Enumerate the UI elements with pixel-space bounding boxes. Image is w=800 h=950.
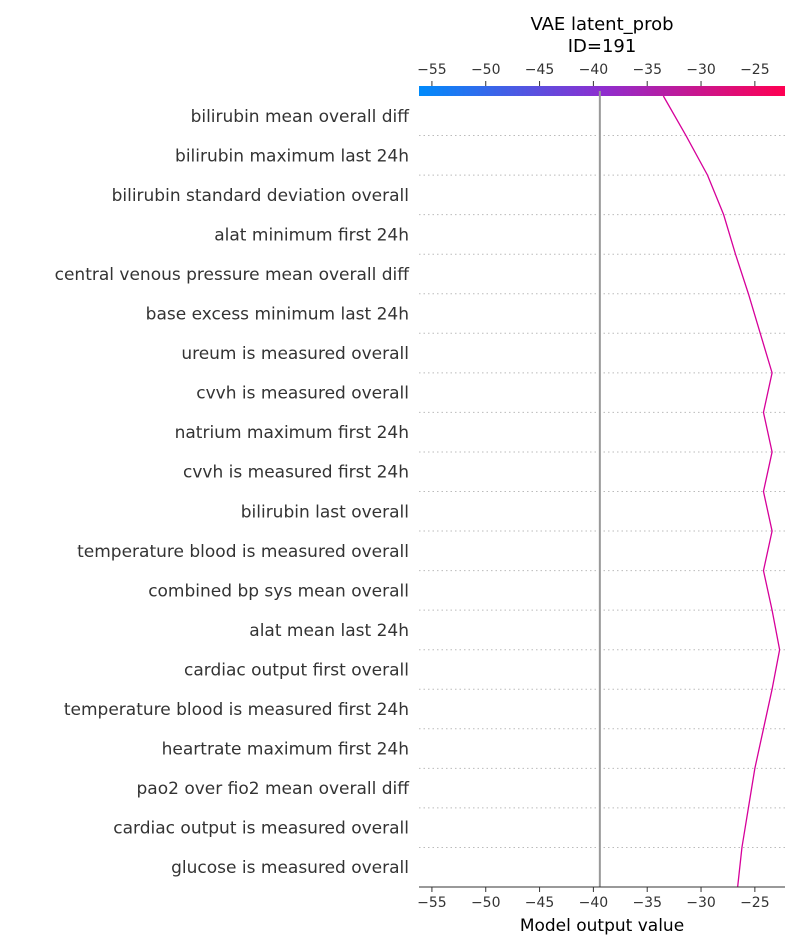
- top-tick-label: −35: [632, 62, 662, 78]
- feature-label: cardiac output first overall: [184, 660, 409, 680]
- bottom-tick-label: −45: [525, 895, 555, 911]
- colorbar: [419, 86, 785, 96]
- feature-label: cvvh is measured first 24h: [183, 463, 409, 483]
- feature-label: natrium maximum first 24h: [175, 423, 409, 443]
- top-tick-label: −45: [525, 62, 555, 78]
- chart-title: VAE latent_prob: [530, 14, 673, 35]
- bottom-tick-label: −35: [632, 895, 662, 911]
- feature-label: ureum is measured overall: [181, 344, 409, 364]
- chart-subtitle: ID=191: [568, 36, 637, 57]
- feature-label: bilirubin mean overall diff: [191, 107, 411, 127]
- top-tick-label: −55: [417, 62, 447, 78]
- bottom-tick-label: −25: [740, 895, 770, 911]
- feature-label: temperature blood is measured overall: [77, 542, 409, 562]
- bottom-axis: −55 −50 −45 −40 −35 −30 −25: [417, 887, 770, 911]
- feature-label: central venous pressure mean overall dif…: [55, 265, 411, 285]
- feature-labels: bilirubin mean overall diff bilirubin max…: [55, 107, 411, 878]
- feature-label: glucose is measured overall: [171, 858, 409, 878]
- feature-label: alat mean last 24h: [249, 621, 409, 641]
- feature-label: combined bp sys mean overall: [148, 581, 409, 601]
- bottom-tick-label: −40: [579, 895, 609, 911]
- top-tick-label: −50: [471, 62, 501, 78]
- feature-label: alat minimum first 24h: [214, 225, 409, 245]
- feature-label: base excess minimum last 24h: [146, 305, 409, 325]
- bottom-tick-label: −55: [417, 895, 447, 911]
- bottom-tick-label: −30: [686, 895, 716, 911]
- feature-gridlines: [419, 135, 785, 848]
- top-tick-label: −25: [740, 62, 770, 78]
- feature-label: cvvh is measured overall: [196, 384, 409, 404]
- feature-label: heartrate maximum first 24h: [162, 740, 409, 760]
- feature-label: bilirubin maximum last 24h: [175, 146, 409, 166]
- top-tick-label: −30: [686, 62, 716, 78]
- feature-label: bilirubin standard deviation overall: [112, 186, 409, 206]
- decision-path-line: [662, 95, 781, 888]
- feature-label: bilirubin last overall: [241, 502, 409, 522]
- feature-label: cardiac output is measured overall: [113, 819, 409, 839]
- top-axis: −55 −50 −45 −40 −35 −30 −25: [417, 62, 770, 86]
- top-tick-label: −40: [579, 62, 609, 78]
- feature-label: temperature blood is measured first 24h: [64, 700, 409, 720]
- x-axis-label: Model output value: [520, 916, 684, 936]
- feature-label: pao2 over fio2 mean overall diff: [137, 779, 411, 799]
- bottom-tick-label: −50: [471, 895, 501, 911]
